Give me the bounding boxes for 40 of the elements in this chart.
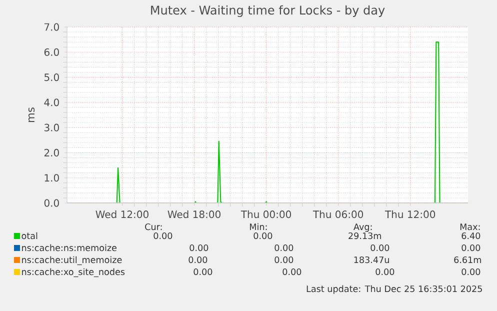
y-tick-label: 3.0: [44, 124, 59, 132]
text: 0.00: [188, 256, 208, 264]
x-tick-label: Wed 12:00: [96, 210, 148, 218]
legend-label: ns:cache:util_memoize: [22, 256, 122, 266]
text: 0.00: [282, 268, 302, 276]
text: 29.13m: [348, 232, 381, 240]
text: Min:: [250, 223, 267, 230]
text: 0.00: [274, 256, 294, 264]
text: 6.40: [462, 232, 480, 240]
y-tick-label: 2.0: [44, 148, 59, 156]
text: 183.47u: [354, 256, 389, 264]
legend-label: ns:cache:ns:memoize: [22, 244, 117, 252]
text: 0.00: [274, 244, 294, 252]
y-tick-label: 6.0: [44, 48, 59, 56]
x-tick-label: Wed 18:00: [168, 210, 220, 218]
x-tick-label: Thu 00:00: [240, 210, 292, 218]
text: 0.00: [376, 268, 394, 276]
text: 0.00: [154, 232, 172, 240]
text: 0.00: [194, 268, 212, 276]
legend-label: ns:cache:xo_site_nodes: [22, 268, 125, 278]
text: 6.61m: [454, 256, 481, 264]
text: Max:: [460, 224, 480, 230]
text: 0.00: [254, 232, 272, 240]
text: Last update: Thu Dec 25 16:35:01 2025: [306, 285, 482, 294]
text: 0.00: [370, 244, 390, 252]
text: 0.00: [462, 244, 480, 252]
y-axis-title: ms: [28, 108, 35, 122]
legend-label: otal: [22, 232, 38, 240]
y-tick-label: 7.0: [44, 23, 59, 31]
x-tick-label: Thu 06:00: [312, 210, 364, 218]
y-tick-label: 0.0: [44, 199, 59, 207]
text: Cur:: [145, 223, 162, 230]
text: Avg:: [354, 224, 372, 232]
x-tick-label: Thu 12:00: [384, 210, 436, 218]
y-tick-label: 1.0: [44, 174, 59, 182]
chart-title: Mutex - Waiting time for Locks - by day: [151, 5, 385, 17]
y-tick-label: 5.0: [44, 74, 59, 82]
y-tick-label: 4.0: [44, 98, 59, 106]
text: 0.00: [190, 244, 208, 252]
text: 0.00: [462, 268, 480, 276]
